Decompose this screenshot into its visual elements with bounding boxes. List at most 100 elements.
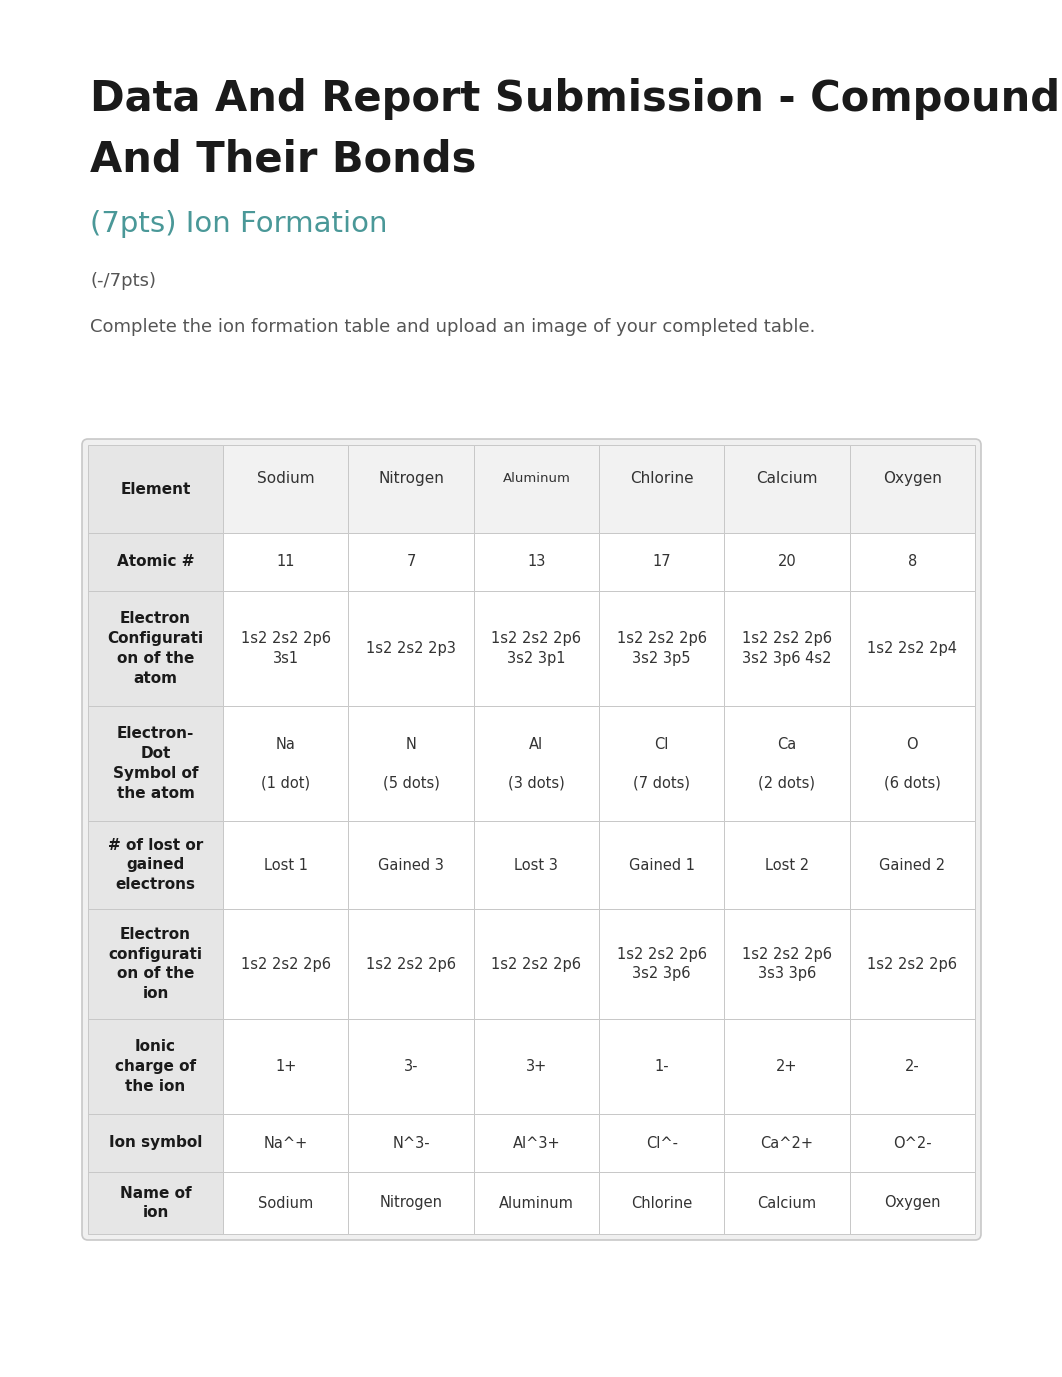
Text: 8: 8 — [908, 555, 917, 570]
Bar — [724, 445, 850, 533]
Text: 7: 7 — [407, 555, 415, 570]
Bar — [850, 1172, 975, 1234]
Text: # of lost or
gained
electrons: # of lost or gained electrons — [108, 837, 203, 892]
Bar — [850, 591, 975, 706]
Text: Cl^-: Cl^- — [646, 1136, 678, 1151]
Bar — [599, 821, 724, 909]
Text: 1+: 1+ — [275, 1059, 296, 1074]
Text: Atomic #: Atomic # — [117, 555, 194, 570]
Text: 2+: 2+ — [776, 1059, 798, 1074]
Bar — [599, 909, 724, 1019]
Text: Gained 2: Gained 2 — [879, 858, 945, 873]
Bar — [223, 445, 348, 533]
Text: 11: 11 — [276, 555, 295, 570]
Bar — [599, 445, 724, 533]
Text: Nitrogen: Nitrogen — [379, 1195, 443, 1210]
Text: 2-: 2- — [905, 1059, 920, 1074]
Bar — [474, 445, 599, 533]
Bar — [88, 706, 223, 821]
Bar — [599, 533, 724, 591]
Bar — [474, 821, 599, 909]
Bar — [348, 591, 474, 706]
Text: 1s2 2s2 2p6: 1s2 2s2 2p6 — [868, 957, 957, 972]
Bar — [223, 533, 348, 591]
Text: Lost 1: Lost 1 — [263, 858, 308, 873]
Bar — [223, 909, 348, 1019]
Text: 1s2 2s2 2p6: 1s2 2s2 2p6 — [492, 957, 581, 972]
Text: 1s2 2s2 2p6
3s2 3p5: 1s2 2s2 2p6 3s2 3p5 — [617, 632, 706, 665]
Text: 1s2 2s2 2p6
3s2 3p6: 1s2 2s2 2p6 3s2 3p6 — [617, 947, 706, 980]
Text: Na

(1 dot): Na (1 dot) — [261, 737, 310, 790]
Text: Gained 3: Gained 3 — [378, 858, 444, 873]
Text: Lost 2: Lost 2 — [765, 858, 809, 873]
Text: 3+: 3+ — [526, 1059, 547, 1074]
Bar — [599, 1114, 724, 1172]
Bar — [474, 909, 599, 1019]
Bar — [599, 1172, 724, 1234]
Text: Electron
configurati
on of the
ion: Electron configurati on of the ion — [108, 927, 203, 1001]
Text: 1s2 2s2 2p6
3s3 3p6: 1s2 2s2 2p6 3s3 3p6 — [742, 947, 832, 980]
Bar — [88, 1172, 223, 1234]
Text: Complete the ion formation table and upload an image of your completed table.: Complete the ion formation table and upl… — [90, 318, 816, 336]
Text: Ion symbol: Ion symbol — [108, 1136, 202, 1151]
Text: Cl

(7 dots): Cl (7 dots) — [633, 737, 690, 790]
Bar — [474, 591, 599, 706]
Text: 1s2 2s2 2p6: 1s2 2s2 2p6 — [366, 957, 456, 972]
Text: Na^+: Na^+ — [263, 1136, 308, 1151]
Text: Chlorine: Chlorine — [631, 1195, 692, 1210]
Bar — [474, 1114, 599, 1172]
Bar — [850, 1019, 975, 1114]
Text: Calcium: Calcium — [757, 1195, 817, 1210]
Text: Lost 3: Lost 3 — [514, 858, 559, 873]
Bar — [850, 533, 975, 591]
Bar — [474, 1019, 599, 1114]
Text: (7pts) Ion Formation: (7pts) Ion Formation — [90, 211, 388, 238]
Text: 20: 20 — [777, 555, 796, 570]
Text: Element: Element — [120, 482, 191, 497]
Bar — [599, 1019, 724, 1114]
Text: Al^3+: Al^3+ — [513, 1136, 560, 1151]
Text: (-/7pts): (-/7pts) — [90, 273, 156, 291]
Text: Oxygen: Oxygen — [884, 1195, 941, 1210]
Bar — [850, 821, 975, 909]
Text: Aluminum: Aluminum — [502, 472, 570, 485]
Text: Al

(3 dots): Al (3 dots) — [508, 737, 565, 790]
Bar — [724, 591, 850, 706]
Text: Gained 1: Gained 1 — [629, 858, 695, 873]
Text: 1s2 2s2 2p6
3s2 3p6 4s2: 1s2 2s2 2p6 3s2 3p6 4s2 — [742, 632, 832, 665]
Bar — [348, 533, 474, 591]
Text: Ca^2+: Ca^2+ — [760, 1136, 813, 1151]
Bar — [724, 909, 850, 1019]
Text: N

(5 dots): N (5 dots) — [382, 737, 440, 790]
Text: O

(6 dots): O (6 dots) — [884, 737, 941, 790]
Text: And Their Bonds: And Their Bonds — [90, 138, 477, 180]
Text: 13: 13 — [527, 555, 546, 570]
Bar — [348, 445, 474, 533]
Text: Calcium: Calcium — [756, 471, 818, 486]
Text: 1s2 2s2 2p4: 1s2 2s2 2p4 — [868, 642, 957, 655]
Bar — [223, 591, 348, 706]
Bar — [850, 909, 975, 1019]
Text: 3-: 3- — [404, 1059, 418, 1074]
Bar — [850, 1114, 975, 1172]
FancyBboxPatch shape — [82, 439, 981, 1241]
Text: 1s2 2s2 2p6
3s2 3p1: 1s2 2s2 2p6 3s2 3p1 — [492, 632, 581, 665]
Bar — [724, 1114, 850, 1172]
Text: 1s2 2s2 2p3: 1s2 2s2 2p3 — [366, 642, 456, 655]
Bar — [724, 706, 850, 821]
Text: 1s2 2s2 2p6
3s1: 1s2 2s2 2p6 3s1 — [241, 632, 330, 665]
Bar — [348, 1019, 474, 1114]
Text: Name of
ion: Name of ion — [120, 1186, 191, 1220]
Bar — [850, 445, 975, 533]
Bar — [88, 533, 223, 591]
Text: 1-: 1- — [654, 1059, 669, 1074]
Text: Sodium: Sodium — [257, 471, 314, 486]
Bar — [88, 909, 223, 1019]
Text: Nitrogen: Nitrogen — [378, 471, 444, 486]
Bar — [474, 706, 599, 821]
Bar — [348, 1114, 474, 1172]
Bar — [88, 1019, 223, 1114]
Text: N^3-: N^3- — [392, 1136, 430, 1151]
Bar — [223, 706, 348, 821]
Bar — [348, 821, 474, 909]
